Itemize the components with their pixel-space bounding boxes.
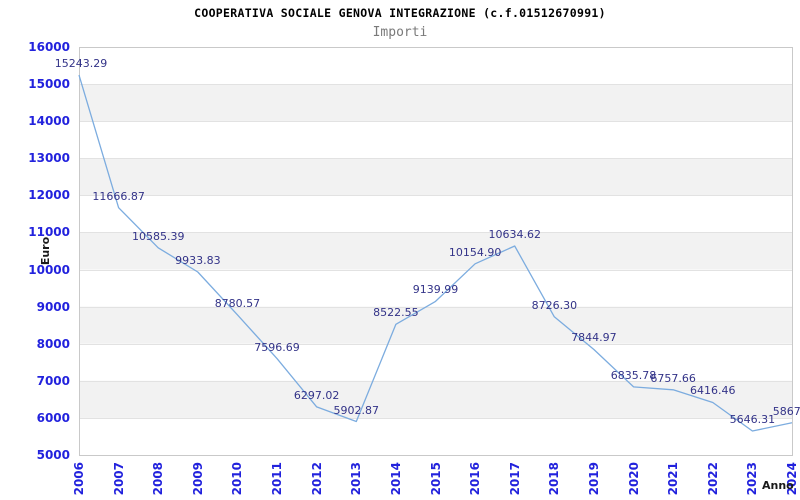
y-tick-label: 13000 bbox=[28, 151, 70, 166]
x-tick-label: 2019 bbox=[586, 462, 601, 496]
x-tick-label: 2017 bbox=[507, 462, 522, 496]
x-tick-label: 2006 bbox=[72, 462, 86, 496]
y-tick-label: 7000 bbox=[36, 373, 70, 388]
x-tick-label: 2023 bbox=[745, 462, 760, 496]
data-point-label: 6297.02 bbox=[293, 388, 340, 402]
x-tick-label: 2018 bbox=[547, 462, 562, 496]
x-tick-label: 2007 bbox=[111, 462, 126, 496]
x-tick-label: 2015 bbox=[428, 462, 443, 496]
x-tick-label: 2011 bbox=[270, 462, 285, 496]
y-axis-title: Euro bbox=[39, 236, 52, 266]
x-tick-label: 2016 bbox=[468, 462, 483, 496]
y-tick-label: 5000 bbox=[36, 448, 70, 462]
y-tick-label: 14000 bbox=[28, 114, 70, 129]
x-tick-label: 2014 bbox=[388, 462, 403, 496]
data-line-importi bbox=[78, 74, 793, 432]
x-tick-label: 2010 bbox=[230, 462, 245, 496]
data-point-label: 6757.66 bbox=[650, 371, 696, 385]
x-tick-label: 2022 bbox=[705, 462, 720, 496]
data-point-label: 8726.30 bbox=[531, 298, 578, 312]
data-point-label: 7844.97 bbox=[571, 331, 617, 345]
plot-band bbox=[79, 306, 792, 344]
plot-band bbox=[79, 232, 792, 270]
y-tick-label: 10000 bbox=[28, 262, 70, 277]
y-tick-label: 6000 bbox=[36, 410, 70, 425]
y-tick-label: 9000 bbox=[36, 299, 70, 314]
data-point-label: 11666.87 bbox=[92, 189, 145, 203]
y-tick-label: 15000 bbox=[28, 77, 70, 92]
plot-frame bbox=[79, 47, 793, 456]
data-point-label: 5902.87 bbox=[333, 403, 380, 417]
data-point-label: 5867.1 bbox=[772, 404, 800, 418]
data-point-label: 10634.62 bbox=[488, 228, 541, 241]
y-tick-label: 11000 bbox=[28, 225, 70, 240]
chart-title: COOPERATIVA SOCIALE GENOVA INTEGRAZIONE … bbox=[194, 6, 606, 20]
chart-subtitle: Importi bbox=[372, 25, 428, 40]
data-point-label: 10154.90 bbox=[448, 245, 502, 259]
data-point-label: 8780.57 bbox=[214, 296, 261, 310]
data-point-label: 8522.55 bbox=[373, 306, 419, 320]
plot-band bbox=[79, 158, 792, 196]
plot-band bbox=[79, 380, 792, 418]
y-tick-label: 12000 bbox=[28, 188, 70, 203]
x-tick-label: 2021 bbox=[666, 462, 681, 496]
data-point-label: 9933.83 bbox=[175, 253, 221, 267]
x-tick-label: 2009 bbox=[190, 462, 205, 496]
x-tick-label: 2008 bbox=[151, 462, 166, 496]
x-axis-title: Anno bbox=[762, 479, 794, 492]
y-tick-label: 8000 bbox=[36, 336, 70, 351]
data-point-label: 9139.99 bbox=[412, 283, 459, 297]
data-point-label: 7596.69 bbox=[254, 340, 300, 354]
y-tick-label: 16000 bbox=[28, 40, 70, 54]
data-point-label: 6835.78 bbox=[610, 368, 657, 382]
x-tick-label: 2020 bbox=[626, 462, 641, 496]
data-point-label: 10585.39 bbox=[131, 229, 185, 243]
plot-band bbox=[79, 84, 792, 122]
data-point-label: 15243.29 bbox=[54, 57, 108, 71]
x-tick-label: 2012 bbox=[309, 462, 324, 496]
data-point-label: 6416.46 bbox=[690, 384, 736, 398]
data-point-label: 5646.31 bbox=[729, 413, 776, 427]
x-tick-label: 2013 bbox=[349, 462, 364, 496]
